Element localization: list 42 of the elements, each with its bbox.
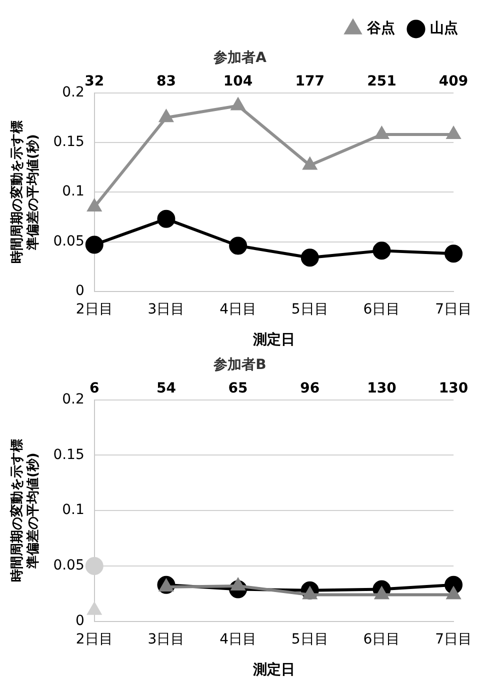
y-axis-title: 時間周期の変動を示す標準偏差の平均値(秒) [9,120,41,264]
text: 251 [367,73,396,90]
text: 32 [84,73,104,90]
y-tick-label: 0.05 [53,558,84,574]
y-tick-label: 0.2 [62,84,84,100]
x-axis-title: 測定日 [252,661,295,678]
y-tick-label: 0.1 [62,184,84,200]
legend-label: 山点 [430,20,458,37]
chart-title: 参加者A [212,49,267,66]
x-tick-label: 4日目 [220,301,257,318]
x-tick-label: 7日目 [435,631,472,648]
text: 177 [295,73,324,90]
text: 6 [89,380,100,396]
text: 65 [228,380,248,396]
text: 96 [300,380,320,396]
y-tick-label: 0.1 [62,502,84,518]
y-axis-title: 時間周期の変動を示す標準偏差の平均値(秒) [9,439,41,582]
x-tick-label: 2日目 [76,631,113,648]
x-tick-label: 6日目 [363,631,400,648]
text: 130 [367,380,397,396]
y-tick-label: 0.15 [53,134,84,150]
legend-label: 谷点 [366,20,395,37]
y-tick-label: 0 [75,613,84,630]
y-tick-label: 0 [75,283,84,300]
x-tick-label: 6日目 [363,301,400,318]
text: 54 [156,380,176,396]
x-axis-title: 測定日 [252,331,295,348]
x-tick-label: 5日目 [291,301,328,318]
x-tick-label: 2日目 [76,301,113,318]
y-tick-label: 0.05 [53,233,84,250]
x-tick-label: 4日目 [220,631,257,648]
y-tick-label: 0.15 [53,446,84,463]
text: 104 [223,73,253,90]
y-tick-label: 0.2 [62,391,84,408]
x-tick-label: 3日目 [148,631,185,648]
x-tick-label: 3日目 [148,301,185,318]
chart-title: 参加者B [212,356,266,374]
x-tick-label: 5日目 [291,631,328,648]
text: 130 [438,380,468,396]
text: 83 [156,73,176,90]
text: 409 [438,73,468,90]
x-tick-label: 7日目 [435,301,472,318]
